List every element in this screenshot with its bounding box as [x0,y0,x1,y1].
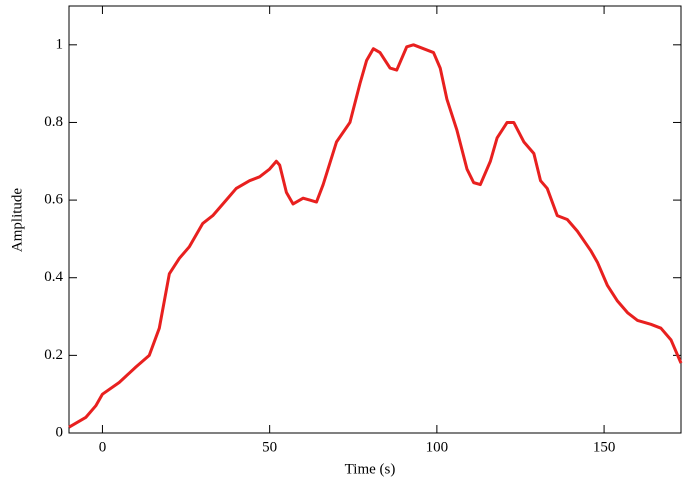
x-tick-label: 0 [99,439,107,455]
x-axis-label: Time (s) [345,461,396,477]
y-tick-label: 0.6 [44,192,63,208]
line-series [68,43,683,429]
y-tick-label: 1 [56,36,64,52]
y-tick-label: 0 [56,424,64,440]
y-tick-label: 0.8 [44,114,63,130]
y-tick-label: 0.2 [44,347,63,363]
x-tick-label: 100 [426,439,449,455]
y-axis-label: Amplitude [9,188,25,253]
x-tick-label: 150 [593,439,616,455]
x-tick-label: 50 [262,439,277,455]
y-tick-label: 0.4 [44,269,63,285]
plot-frame [68,5,682,434]
